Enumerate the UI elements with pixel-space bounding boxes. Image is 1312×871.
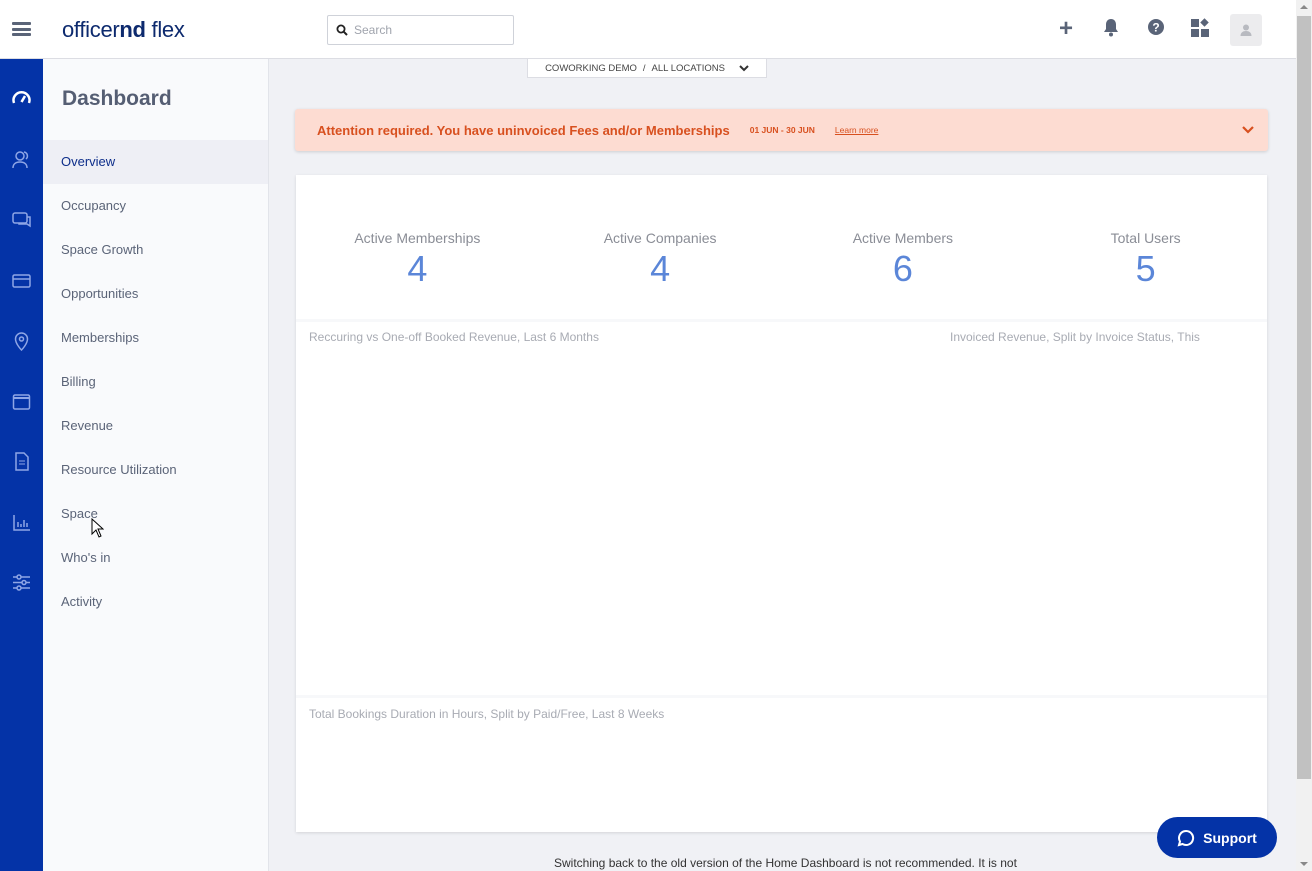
footer-notice: Switching back to the old version of the… [554, 856, 1017, 870]
reports-chart-icon[interactable] [11, 512, 32, 533]
stat-active-companies: Active Companies 4 [539, 230, 782, 290]
company-name: COWORKING DEMO [545, 62, 637, 74]
sidebar-item-space-growth[interactable]: Space Growth [61, 242, 144, 257]
calendar-icon[interactable] [11, 391, 32, 412]
logo-text-bold: nd [119, 17, 146, 42]
sidebar-item-revenue[interactable]: Revenue [61, 418, 114, 433]
stat-active-memberships: Active Memberships 4 [296, 230, 539, 290]
stat-value: 4 [650, 248, 671, 289]
search-icon [336, 24, 348, 36]
dashboard-card: Active Memberships 4 Active Companies 4 Acti… [296, 175, 1267, 832]
stat-active-members: Active Members 6 [782, 230, 1025, 290]
scroll-up-arrow[interactable] [1300, 5, 1308, 9]
logo-text: officer [62, 17, 120, 42]
uninvoiced-alert: Attention required. You have uninvoiced … [295, 109, 1268, 151]
chevron-down-icon [739, 64, 749, 71]
stats-row: Active Memberships 4 Active Companies 4 Acti… [296, 230, 1267, 290]
scrollbar[interactable] [1296, 0, 1312, 871]
chat-icon[interactable] [11, 209, 32, 230]
dashboard-icon[interactable] [11, 88, 32, 109]
members-icon[interactable] [11, 149, 32, 170]
icon-rail [0, 59, 43, 871]
stat-label: Total Users [1110, 230, 1181, 246]
logo-text-tail: flex [145, 17, 185, 42]
settings-sliders-icon[interactable] [11, 572, 32, 593]
alert-message: Attention required. You have uninvoiced … [317, 122, 730, 138]
help-icon[interactable]: ? [1145, 18, 1167, 40]
sidebar: Dashboard Overview Occupancy Space Growth O… [43, 59, 269, 871]
support-button[interactable]: Support [1157, 817, 1277, 858]
user-avatar[interactable] [1230, 14, 1262, 46]
svg-text:?: ? [1152, 21, 1159, 35]
stat-total-users: Total Users 5 [1024, 230, 1267, 290]
sidebar-item-activity[interactable]: Activity [61, 594, 103, 609]
billing-card-icon[interactable] [11, 270, 32, 291]
sidebar-item-occupancy[interactable]: Occupancy [61, 198, 127, 213]
sidebar-nav: Overview Occupancy Space Growth Opportuniti… [43, 140, 268, 624]
menu-icon[interactable] [12, 22, 31, 36]
apps-icon[interactable] [1189, 18, 1211, 40]
bookings-chart-title: Total Bookings Duration in Hours, Split … [309, 707, 665, 721]
stat-label: Active Companies [603, 230, 717, 246]
mouse-cursor-icon [91, 518, 104, 538]
stat-label: Active Memberships [354, 230, 481, 246]
booked-revenue-chart-title: Reccuring vs One-off Booked Revenue, Las… [309, 330, 599, 344]
sidebar-item-billing[interactable]: Billing [61, 374, 96, 389]
add-icon[interactable]: + [1058, 15, 1073, 42]
top-bar: officernd flex + ? [0, 0, 1296, 59]
sidebar-item-space[interactable]: Space [61, 506, 98, 521]
sidebar-title: Dashboard [62, 87, 172, 110]
separator: / [642, 62, 646, 74]
document-icon[interactable] [11, 451, 32, 472]
sidebar-item-resource-utilization[interactable]: Resource Utilization [61, 462, 177, 477]
location-pin-icon[interactable] [11, 330, 32, 351]
chevron-down-icon[interactable] [1242, 126, 1254, 134]
stat-value: 4 [407, 248, 428, 289]
sidebar-item-memberships[interactable]: Memberships [61, 330, 140, 345]
sidebar-item-who-s-in[interactable]: Who's in [61, 550, 111, 565]
alert-date-range: 01 JUN - 30 JUN [749, 125, 815, 135]
stat-label: Active Members [852, 230, 954, 246]
invoiced-revenue-chart-title: Invoiced Revenue, Split by Invoice Statu… [950, 330, 1200, 344]
sidebar-item-overview[interactable]: Overview [43, 140, 268, 184]
learn-more-link[interactable]: Learn more [834, 125, 879, 135]
sidebar-item-opportunities[interactable]: Opportunities [61, 286, 139, 301]
stat-value: 5 [1135, 248, 1156, 289]
stat-value: 6 [892, 248, 913, 289]
logo[interactable]: officernd flex [62, 17, 185, 43]
chat-bubble-icon [1177, 829, 1195, 846]
user-icon [1240, 24, 1252, 36]
divider [296, 319, 1267, 322]
scroll-down-arrow[interactable] [1300, 862, 1308, 866]
scroll-thumb[interactable] [1297, 16, 1311, 779]
location-name: ALL LOCATIONS [651, 62, 725, 74]
support-label: Support [1203, 829, 1257, 846]
divider [296, 695, 1267, 698]
bell-icon[interactable] [1100, 18, 1122, 40]
search-input[interactable] [354, 23, 504, 37]
location-selector[interactable]: COWORKING DEMO / ALL LOCATIONS [527, 59, 767, 78]
search-box[interactable] [327, 15, 514, 45]
